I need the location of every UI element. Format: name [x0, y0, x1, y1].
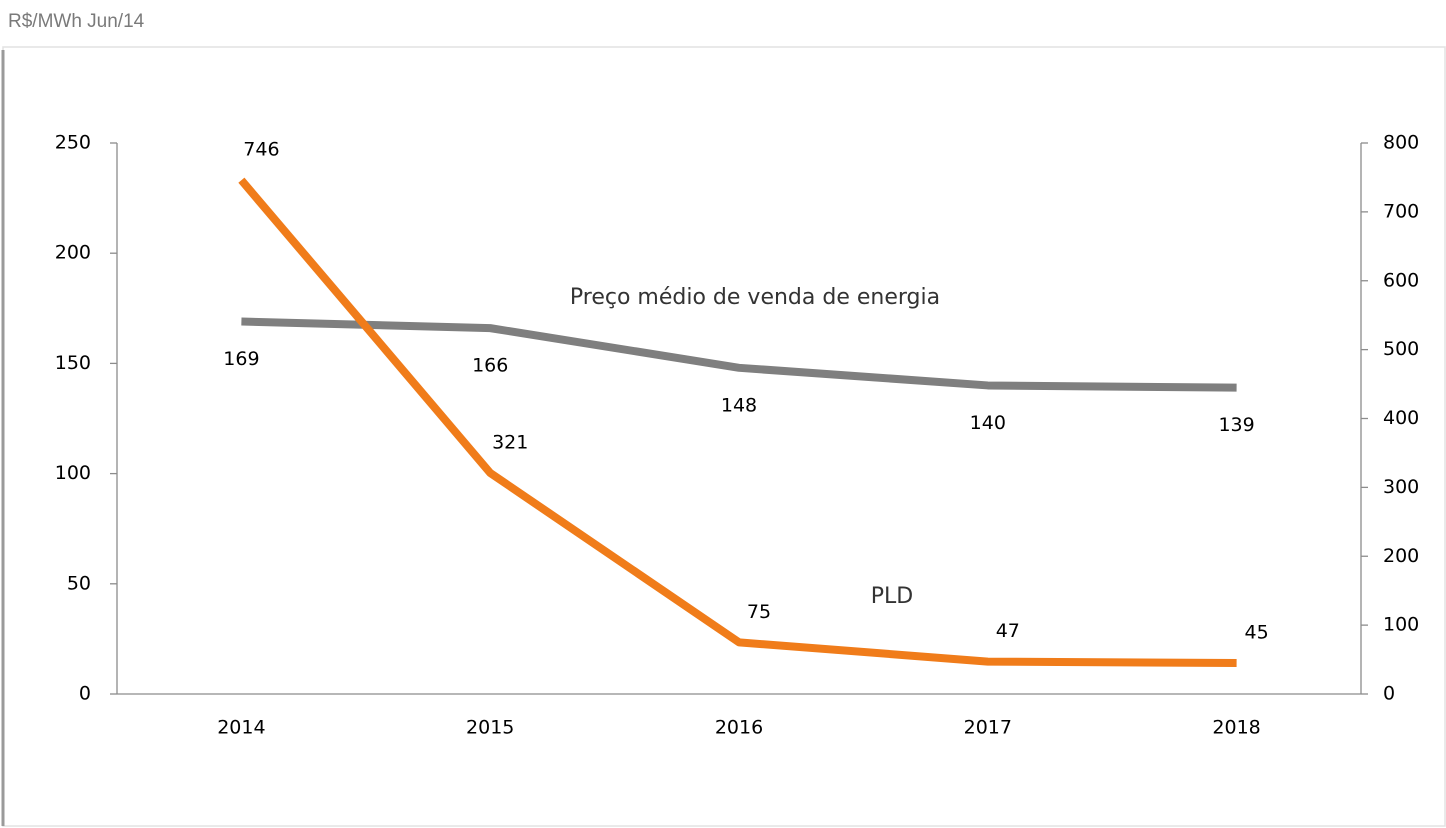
- data-label: 140: [970, 412, 1006, 434]
- y2-tick-label: 200: [1383, 545, 1419, 567]
- chart-title: R$/MWh Jun/14: [8, 11, 145, 32]
- data-label: 75: [747, 601, 771, 623]
- data-label: 47: [996, 620, 1020, 642]
- y2-tick-label: 0: [1383, 683, 1395, 705]
- y-tick-label: 50: [67, 572, 91, 594]
- y-tick-label: 100: [55, 462, 91, 484]
- y-tick-label: 200: [55, 242, 91, 264]
- y2-tick-label: 300: [1383, 476, 1419, 498]
- x-tick-label: 2014: [217, 717, 265, 739]
- data-label: 45: [1245, 622, 1269, 644]
- chart-frame: [2, 46, 1446, 827]
- series-line: [241, 317, 1237, 392]
- x-tick-label: 2017: [964, 717, 1012, 739]
- series-line: [238, 177, 1237, 668]
- y-tick-label: 250: [55, 132, 91, 154]
- data-label: 321: [492, 431, 528, 453]
- data-label: 746: [243, 139, 279, 161]
- series-label: Preço médio de venda de energia: [570, 285, 940, 310]
- x-tick-label: 2015: [466, 717, 514, 739]
- data-label: 169: [223, 348, 259, 370]
- data-label: 148: [721, 394, 757, 416]
- y2-tick-label: 800: [1383, 132, 1419, 154]
- y2-tick-label: 500: [1383, 338, 1419, 360]
- x-tick-label: 2018: [1212, 717, 1260, 739]
- y2-tick-label: 100: [1383, 614, 1419, 636]
- y2-tick-label: 400: [1383, 407, 1419, 429]
- series-label: PLD: [871, 584, 913, 609]
- y2-tick-label: 700: [1383, 200, 1419, 222]
- y-tick-label: 150: [55, 352, 91, 374]
- data-label: 139: [1218, 414, 1254, 436]
- y-tick-label: 0: [79, 683, 91, 705]
- y2-tick-label: 600: [1383, 269, 1419, 291]
- data-label: 166: [472, 355, 508, 377]
- x-tick-label: 2016: [715, 717, 763, 739]
